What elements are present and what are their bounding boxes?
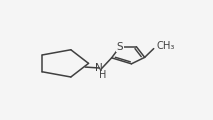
Text: CH₃: CH₃ [156,41,175,51]
Text: N: N [95,63,103,73]
Text: S: S [117,42,123,52]
Text: H: H [99,70,106,80]
